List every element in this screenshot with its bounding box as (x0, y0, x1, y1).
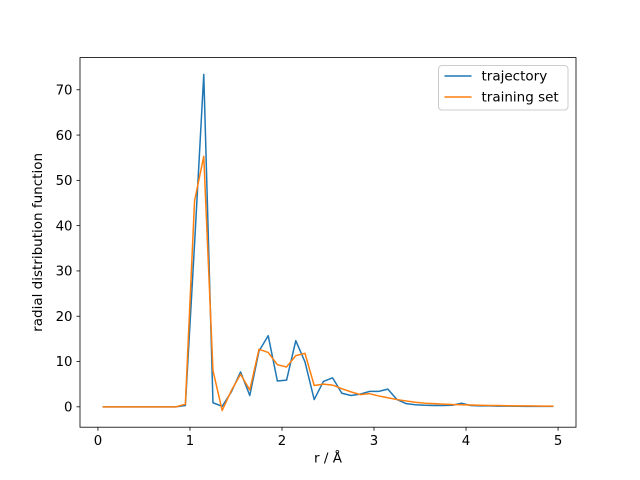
x-tick-label: 4 (462, 434, 470, 449)
y-axis-label: radial distribution function (30, 153, 46, 332)
legend-label-trajectory: trajectory (482, 69, 548, 85)
y-tick-label: 10 (56, 355, 73, 370)
x-axis-label: r / Å (314, 450, 343, 467)
x-tick-label: 2 (278, 434, 286, 449)
legend: trajectory training set (438, 65, 569, 111)
y-tick-label: 40 (56, 219, 73, 234)
y-tick-label: 20 (56, 310, 73, 325)
y-tick-label: 60 (56, 129, 73, 144)
y-tick-label: 50 (56, 174, 73, 189)
legend-label-training-set: training set (482, 90, 559, 106)
x-tick-label: 5 (554, 434, 562, 449)
y-tick-label: 0 (64, 401, 72, 416)
x-tick-label: 3 (370, 434, 378, 449)
x-tick-label: 0 (94, 434, 102, 449)
x-tick-label: 1 (186, 434, 194, 449)
axes-frame (79, 57, 577, 428)
y-tick-label: 30 (56, 265, 73, 280)
series-line-training-set (102, 155, 554, 412)
y-tick-label: 70 (56, 83, 73, 98)
